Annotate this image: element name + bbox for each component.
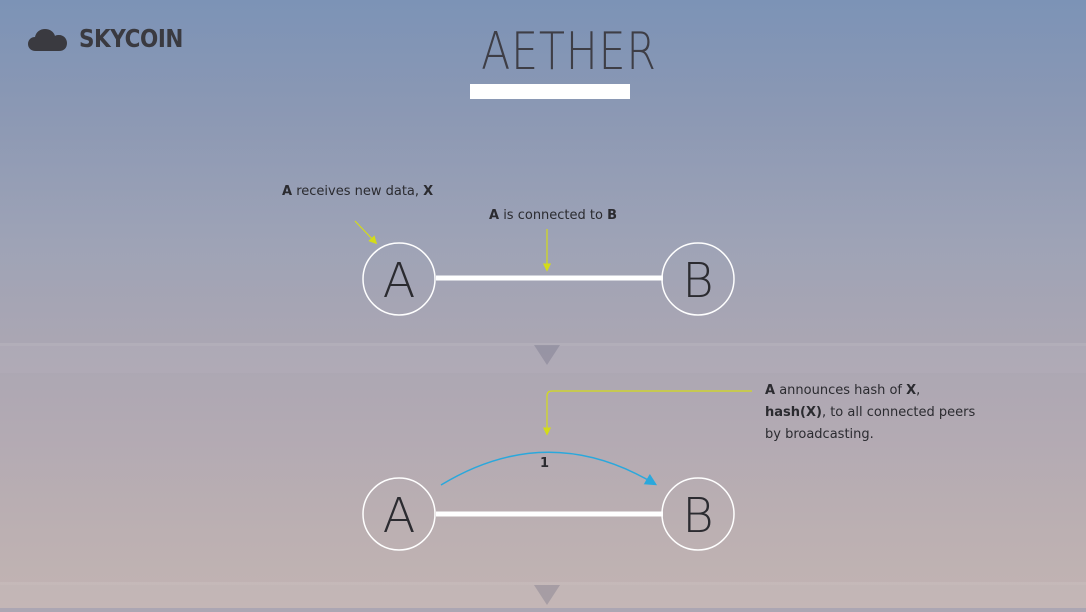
- annotation-arrow: [542, 390, 752, 436]
- node-a: A: [362, 242, 436, 316]
- node-b: B: [661, 477, 735, 551]
- emphasis-text: hash(X): [765, 405, 822, 420]
- emphasis-text: X: [423, 184, 434, 199]
- panel-divider: [0, 343, 1086, 373]
- brand-logo[interactable]: SKYCOIN: [27, 24, 200, 53]
- annotation-line: hash(X), to all connected peers: [765, 405, 976, 420]
- emphasis-text: A: [765, 383, 776, 398]
- node-label: A: [383, 488, 416, 544]
- down-triangle-icon: [534, 345, 560, 365]
- node-label: A: [383, 253, 416, 309]
- node-label: B: [682, 253, 713, 309]
- annotation-connected: A is connected to B: [489, 208, 618, 223]
- node-b: B: [661, 242, 735, 316]
- step-label: 1: [540, 456, 550, 471]
- emphasis-text: X: [906, 383, 917, 398]
- brand-name: SKYCOIN: [79, 24, 183, 53]
- down-triangle-icon: [534, 585, 560, 605]
- annotation-line: A announces hash of X,: [765, 383, 921, 398]
- emphasis-text: A: [489, 208, 500, 223]
- node-a: A: [362, 477, 436, 551]
- panel-divider: [0, 582, 1086, 612]
- annotation-line: by broadcasting.: [765, 427, 874, 442]
- broadcast-arc: [440, 451, 658, 486]
- node-label: B: [682, 488, 713, 544]
- annotation-arrow: [354, 220, 378, 245]
- cloud-icon: [28, 28, 67, 51]
- annotation-announces: A announces hash of X, hash(X), to all c…: [765, 380, 975, 446]
- emphasis-text: B: [607, 208, 618, 223]
- title-underline: [470, 84, 630, 99]
- emphasis-text: A: [282, 184, 293, 199]
- annotation-receives: A receives new data, X: [282, 184, 434, 199]
